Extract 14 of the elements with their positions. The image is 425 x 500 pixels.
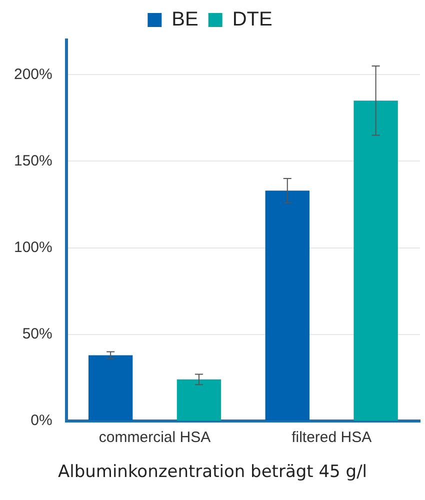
legend-label: DTE [232,8,272,31]
x-tick-label: commercial HSA [98,429,211,446]
y-tick-label: 0% [30,412,52,430]
x-axis-title: Albuminkonzentration beträgt 45 g/l [56,462,368,482]
bar [88,355,133,420]
x-tick-label: filtered HSA [292,429,372,446]
y-tick-label: 100% [14,238,52,256]
bar [265,190,310,420]
y-tick-label: 50% [22,326,52,343]
bar [354,100,398,420]
y-tick-label: 150% [14,152,52,170]
y-tick-label: 200% [14,66,52,83]
bar [176,379,222,420]
legend-label: BE [172,8,198,31]
